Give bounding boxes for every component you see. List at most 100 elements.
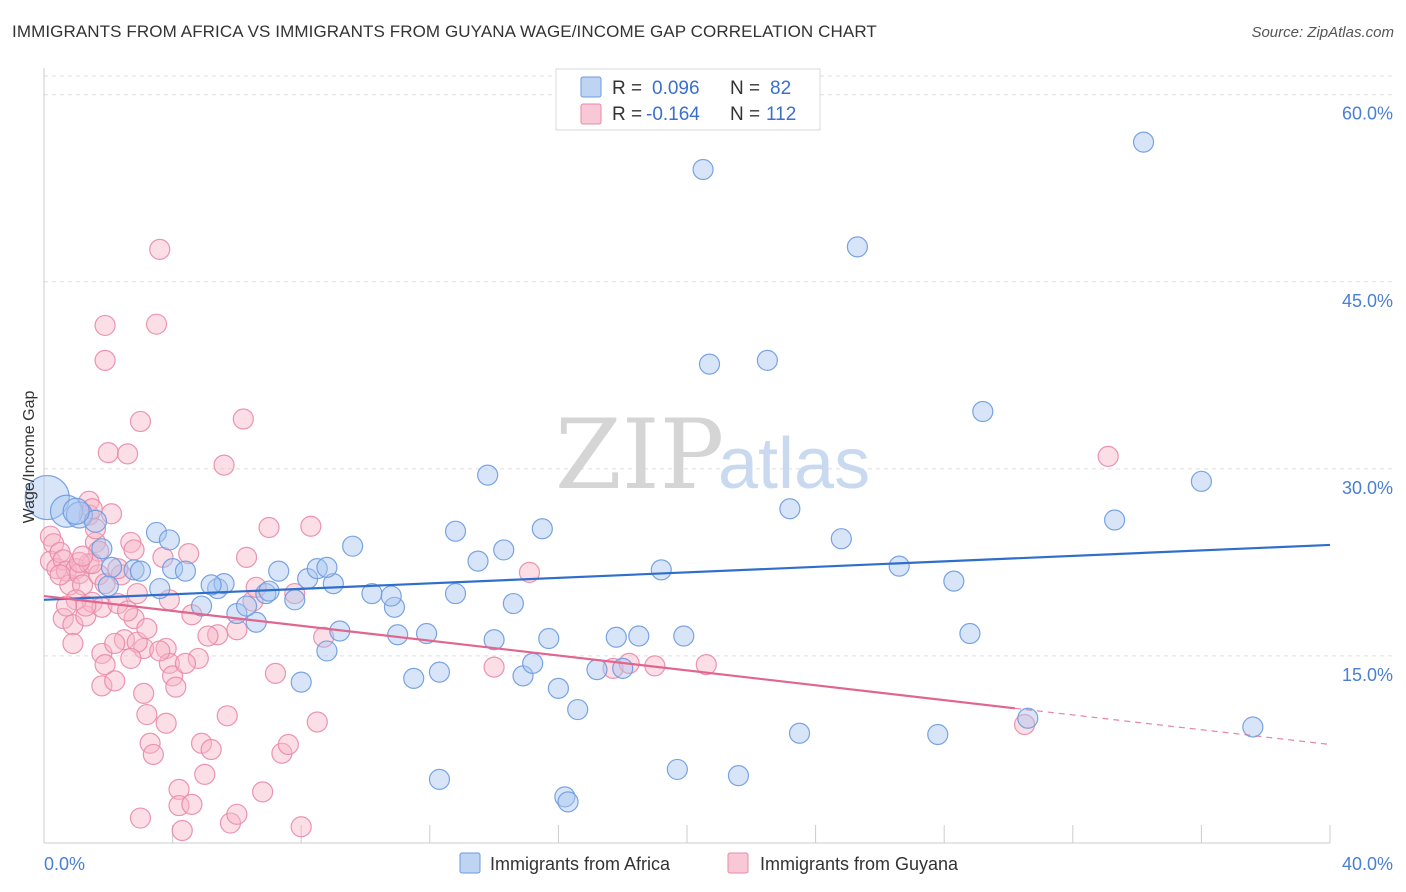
legend-guyana-r-label: R = <box>612 104 642 125</box>
y-axis-label: Wage/Income Gap <box>21 391 38 524</box>
guyana-point <box>171 819 193 842</box>
guyana-point <box>116 443 139 465</box>
africa-point <box>888 555 910 577</box>
africa-point <box>650 559 672 581</box>
africa-point <box>692 158 714 181</box>
guyana-point <box>136 703 158 726</box>
x-tick-label-0: 0.0% <box>44 854 85 874</box>
guyana-point <box>71 545 94 567</box>
africa-point <box>190 595 213 617</box>
africa-point <box>428 661 451 683</box>
guyana-point <box>149 238 171 260</box>
guyana-point <box>213 454 235 476</box>
legend-swatch-africa <box>580 76 602 98</box>
guyana-point <box>216 705 238 727</box>
africa-point <box>444 582 467 605</box>
africa-point <box>24 474 70 521</box>
guyana-point <box>107 558 129 580</box>
africa-point <box>927 723 949 746</box>
africa-point <box>727 765 750 787</box>
guyana-point <box>129 807 152 829</box>
africa-point <box>91 538 113 560</box>
guyana-point <box>197 625 219 647</box>
series-guyana-points <box>39 238 1119 842</box>
guyana-point <box>695 654 717 676</box>
africa-point <box>380 585 402 607</box>
trend-line-africa <box>43 543 1331 601</box>
x-tick-labels: 0.0% 40.0% <box>44 854 1393 874</box>
africa-point <box>698 353 721 375</box>
africa-point <box>779 498 801 520</box>
africa-point <box>846 236 868 258</box>
series-legend-africa: Immigrants from Africa <box>490 854 671 874</box>
guyana-point <box>258 516 280 539</box>
africa-point <box>387 624 409 646</box>
guyana-point <box>133 682 155 704</box>
africa-point <box>1242 716 1264 738</box>
chart-title: IMMIGRANTS FROM AFRICA VS IMMIGRANTS FRO… <box>12 22 877 41</box>
series-africa-points <box>24 131 1264 813</box>
africa-point <box>531 518 553 540</box>
guyana-point <box>226 803 248 825</box>
series-legend-swatch-africa <box>459 852 481 874</box>
guyana-point <box>168 778 190 800</box>
trend-line-guyana <box>43 594 1016 710</box>
guyana-point <box>483 656 505 678</box>
africa-point <box>1103 509 1126 531</box>
guyana-point <box>62 632 84 655</box>
guyana-point <box>226 619 248 641</box>
legend-africa-n-label: N = <box>730 78 760 99</box>
guyana-point <box>232 408 254 430</box>
y-tick-label-2: 45.0% <box>1342 291 1393 311</box>
y-tick-labels: 15.0% 30.0% 45.0% 60.0% <box>1342 104 1393 685</box>
legend-africa-n-value: 82 <box>770 78 791 99</box>
africa-point <box>290 671 312 693</box>
africa-point <box>316 640 338 662</box>
series-legend: Immigrants from Africa Immigrants from G… <box>459 852 959 874</box>
guyana-point <box>126 582 148 605</box>
africa-point <box>1017 707 1039 729</box>
correlation-legend: R = 0.096 N = 82 R = -0.164 N = 112 <box>555 68 821 131</box>
africa-point <box>145 521 168 544</box>
guyana-point <box>94 654 116 676</box>
guyana-point <box>252 781 274 803</box>
guyana-point <box>300 515 322 537</box>
africa-point <box>557 791 579 813</box>
axes <box>43 68 1331 844</box>
guyana-point <box>145 313 168 335</box>
africa-point <box>477 464 499 486</box>
africa-point <box>415 622 438 645</box>
africa-point <box>284 589 306 611</box>
africa-point <box>547 677 570 699</box>
africa-point <box>586 659 608 681</box>
guyana-point <box>104 632 126 655</box>
watermark-atlas: atlas <box>718 424 870 504</box>
legend-africa-r-value: 0.096 <box>652 78 700 99</box>
guyana-point <box>97 442 119 464</box>
trend-line-guyana-extension <box>1014 707 1331 746</box>
africa-point <box>538 627 560 650</box>
guyana-point <box>264 662 287 684</box>
africa-point <box>97 575 119 597</box>
guyana-point <box>313 626 335 648</box>
y-tick-label-3: 60.0% <box>1342 104 1393 124</box>
guyana-point <box>277 733 299 756</box>
guyana-point <box>165 676 187 698</box>
x-tick-label-1: 40.0% <box>1342 854 1393 874</box>
africa-point <box>444 520 467 542</box>
africa-point <box>428 768 451 790</box>
africa-point <box>316 556 338 578</box>
africa-point <box>628 625 650 647</box>
guyana-point <box>1013 713 1036 736</box>
guyana-point <box>1097 445 1119 467</box>
africa-point <box>255 582 277 605</box>
series-legend-guyana: Immigrants from Guyana <box>760 854 959 874</box>
africa-point <box>959 622 981 645</box>
guyana-point <box>68 551 90 573</box>
africa-point <box>65 501 93 529</box>
africa-point <box>483 629 505 651</box>
guyana-point <box>194 763 216 786</box>
guyana-point <box>62 614 84 636</box>
africa-point <box>467 550 489 572</box>
